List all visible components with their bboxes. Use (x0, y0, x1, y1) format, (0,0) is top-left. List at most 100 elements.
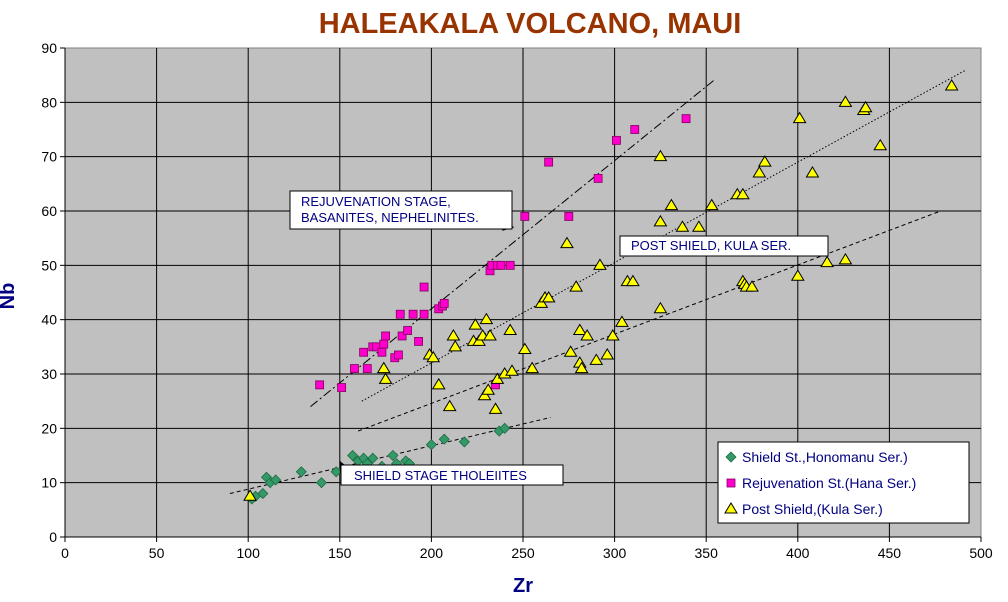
square-point (544, 157, 554, 167)
square-point (397, 331, 407, 341)
triangle-point (560, 236, 574, 249)
triangle-point (675, 220, 690, 232)
triangle-point (376, 361, 391, 374)
triangle-point (503, 323, 518, 336)
square-point (337, 383, 347, 392)
y-tick-label: 40 (41, 312, 57, 328)
annotation-rejuvenation-text: REJUVENATION STAGE, (301, 194, 451, 209)
triangle-point (563, 345, 578, 357)
triangle-point (525, 361, 540, 374)
diamond-point (270, 474, 282, 486)
triangle-point (483, 328, 497, 341)
x-tick-label: 150 (328, 545, 352, 561)
legend-triangle-icon (724, 502, 738, 514)
square-point (612, 135, 621, 145)
square-point (630, 125, 640, 134)
diamond-point (295, 466, 307, 478)
legend-entry-label: Rejuvenation St.(Hana Ser.) (742, 475, 916, 491)
triangle-point (790, 269, 805, 281)
diamond-point (257, 487, 269, 500)
diamond-point (458, 436, 470, 448)
square-point (505, 260, 515, 270)
annotation-rejuvenation-text: BASANITES, NEPHELINITES. (301, 210, 479, 225)
triangle-point (735, 187, 750, 200)
square-point (414, 336, 423, 346)
triangle-point (805, 165, 820, 178)
triangle-point (589, 353, 604, 365)
triangle-point (488, 402, 503, 414)
square-point (408, 309, 418, 319)
triangle-point (580, 328, 595, 341)
legend-entry-label: Post Shield,(Kula Ser.) (742, 501, 883, 517)
y-tick-label: 0 (49, 529, 57, 545)
square-point (564, 212, 574, 221)
x-tick-label: 300 (603, 545, 627, 561)
triangle-point (593, 258, 607, 270)
triangle-point (505, 364, 519, 376)
triangle-point (605, 328, 620, 341)
trend-line (357, 210, 941, 432)
y-tick-label: 50 (41, 257, 57, 273)
square-point (419, 309, 429, 319)
legend: Shield St.,Honomanu Ser.) Rejuvenation St… (717, 441, 970, 524)
triangle-point (653, 214, 668, 227)
y-tick-label: 70 (41, 149, 57, 165)
trend-line (361, 69, 967, 402)
square-point (681, 114, 691, 124)
square-point (362, 364, 372, 373)
x-tick-label: 400 (786, 545, 810, 561)
axes: 0 50 100 150 200 250 300 350 400 450 500 0 10 20 30 40 5… (41, 40, 992, 561)
triangle-point (873, 138, 888, 151)
triangle-point (243, 489, 257, 501)
square-point (593, 173, 603, 183)
annotations: REJUVENATION STAGE,BASANITES, NEPHELINIT… (289, 190, 829, 486)
triangle-point (691, 220, 706, 232)
diamond-point (367, 452, 379, 464)
y-axis-title: Nb (0, 283, 19, 310)
square-point (520, 212, 530, 221)
triangle-point (468, 318, 483, 330)
triangle-point (745, 280, 759, 292)
legend-diamond-icon (725, 451, 737, 463)
y-tick-label: 80 (41, 94, 57, 110)
x-tick-label: 0 (61, 545, 69, 561)
triangle-point (757, 155, 772, 167)
triangle-point (448, 339, 463, 352)
triangle-point (615, 315, 629, 327)
x-tick-label: 200 (420, 545, 444, 561)
x-tick-label: 100 (237, 545, 261, 561)
triangle-point (442, 399, 457, 412)
diamond-point (315, 477, 328, 489)
square-point (381, 331, 391, 341)
annotation-shield-text: SHIELD STAGE THOLEIITES (354, 468, 527, 483)
y-tick-label: 10 (41, 475, 57, 491)
square-point (379, 339, 389, 349)
triangle-point (600, 348, 615, 360)
triangle-point (378, 372, 393, 384)
x-tick-label: 350 (695, 545, 719, 561)
square-point (496, 260, 506, 270)
square-point (377, 347, 387, 357)
annotation-post-shield-text: POST SHIELD, KULA SER. (631, 238, 791, 253)
triangle-point (820, 255, 834, 268)
triangle-point (752, 165, 767, 178)
diamond-point (499, 422, 511, 434)
diamond-point (387, 449, 399, 462)
triangle-point (653, 301, 668, 314)
y-tick-label: 90 (41, 40, 57, 56)
square-point (315, 380, 325, 390)
square-point (395, 309, 405, 319)
triangle-point (704, 198, 719, 211)
triangle-point (626, 274, 640, 287)
x-tick-label: 450 (878, 545, 902, 561)
triangle-point (838, 252, 853, 265)
triangle-point (944, 79, 959, 91)
y-tick-label: 30 (41, 366, 57, 382)
square-point (419, 282, 429, 292)
legend-box (717, 441, 970, 524)
x-axis-title: Zr (513, 575, 533, 597)
triangle-point (446, 328, 461, 341)
y-tick-label: 60 (41, 203, 57, 219)
triangle-point (541, 290, 556, 303)
triangle-point (574, 361, 589, 374)
